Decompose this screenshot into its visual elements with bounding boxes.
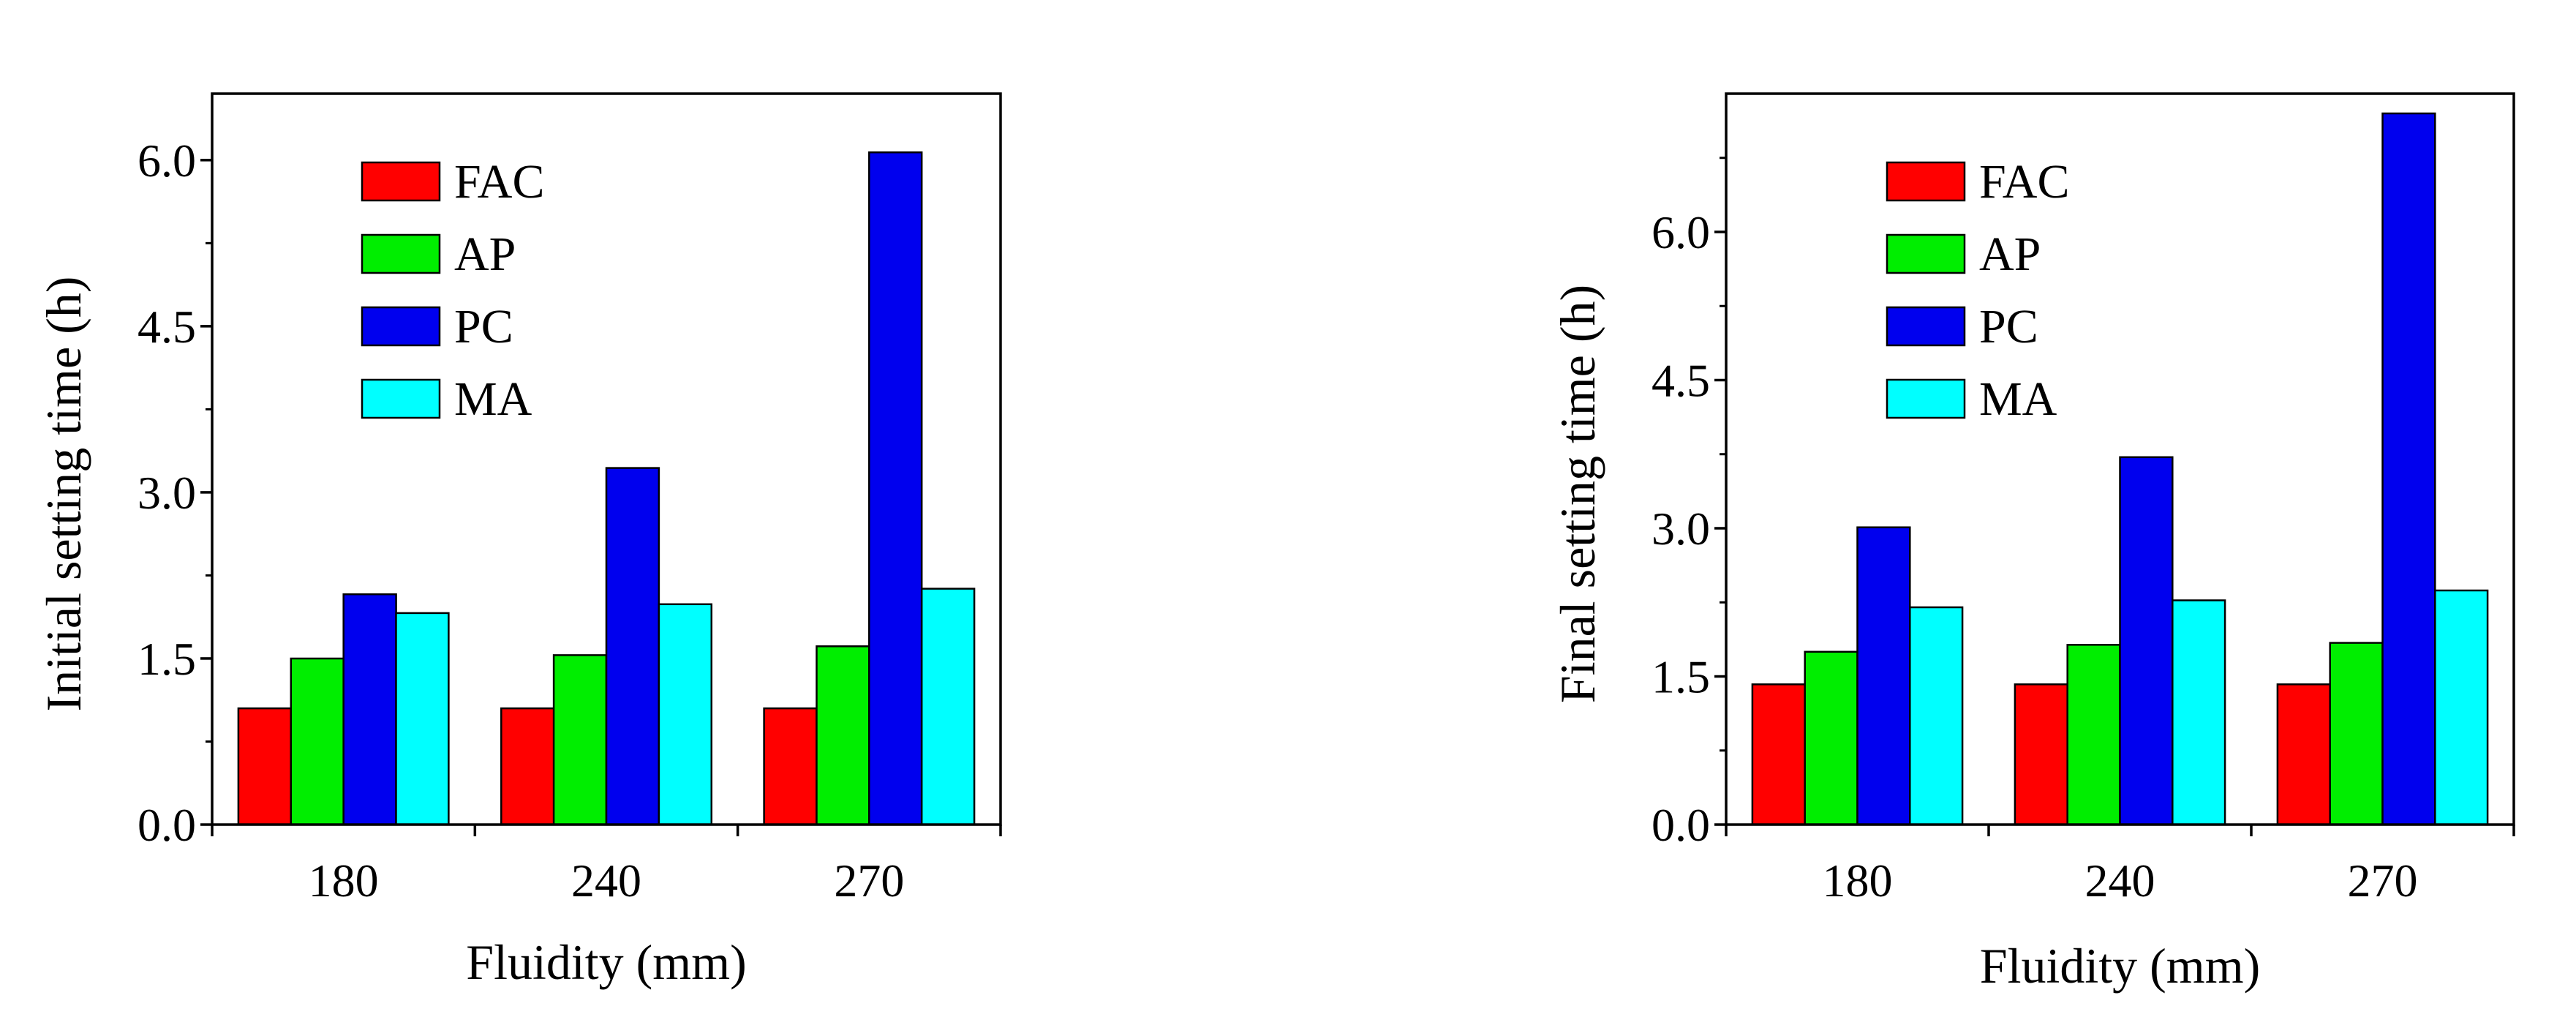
y-axis-title: Final setting time (h) <box>1550 285 1605 703</box>
legend-label-ma: MA <box>454 372 532 426</box>
x-axis-title: Fluidity (mm) <box>1980 938 2260 994</box>
y-tick-label: 0.0 <box>138 799 196 851</box>
bar-pc-240 <box>605 467 660 826</box>
bar-pc-180 <box>342 593 397 826</box>
legend-swatch-ap <box>361 233 441 274</box>
bar-fac-270 <box>763 707 818 826</box>
legend-swatch-ma <box>361 378 441 419</box>
x-tick-label: 240 <box>2085 855 2155 907</box>
bar-ap-270 <box>816 645 870 826</box>
y-tick-label: 4.5 <box>138 301 196 353</box>
legend-swatch-ma <box>1886 378 1966 419</box>
bar-ma-270 <box>920 588 976 826</box>
legend-label-pc: PC <box>454 300 513 353</box>
x-tick-label: 270 <box>834 855 904 907</box>
legend-label-fac: FAC <box>454 155 545 209</box>
legend-label-pc: PC <box>1979 300 2038 353</box>
bar-fac-270 <box>2276 683 2331 826</box>
x-tick-label: 270 <box>2348 855 2418 907</box>
y-tick-label: 6.0 <box>138 135 196 187</box>
y-tick-label: 3.0 <box>1652 503 1710 555</box>
bar-fac-240 <box>500 707 555 826</box>
chart-panel-2: 0.0 1.5 3.0 4.5 6.0 180 240 270 Fluidity (mm) Fin… <box>1550 92 2515 994</box>
x-tick-label: 180 <box>1823 855 1893 907</box>
bar-ap-180 <box>1804 650 1858 826</box>
y-tick-label: 4.5 <box>1652 355 1710 407</box>
legend-label-ap: AP <box>454 228 516 281</box>
bar-ma-270 <box>2434 589 2489 826</box>
legend-swatch-fac <box>1886 161 1966 202</box>
legend-label-fac: FAC <box>1979 155 2070 209</box>
legend-swatch-pc <box>361 306 441 347</box>
bar-pc-240 <box>2119 456 2174 826</box>
y-tick-label: 1.5 <box>138 633 196 685</box>
legend-label-ap: AP <box>1979 228 2041 281</box>
bar-fac-180 <box>1751 683 1806 826</box>
bar-ma-240 <box>658 603 713 826</box>
bar-pc-180 <box>1856 526 1911 826</box>
legend-swatch-ap <box>1886 233 1966 274</box>
y-tick-label: 6.0 <box>1652 206 1710 258</box>
bar-ap-270 <box>2329 642 2384 826</box>
y-tick-label: 1.5 <box>1652 651 1710 703</box>
bar-ap-180 <box>290 657 344 826</box>
bar-pc-270 <box>868 151 923 826</box>
plot-frame <box>211 92 1002 826</box>
y-tick-label: 3.0 <box>138 467 196 519</box>
x-tick-label: 240 <box>571 855 641 907</box>
chart-panel-1: 0.0 1.5 3.0 4.5 6.0 180 240 270 Fluidity (mm) Ini… <box>36 92 1002 990</box>
x-axis-title: Fluidity (mm) <box>466 934 746 990</box>
bar-pc-270 <box>2381 112 2436 826</box>
y-axis-title: Initial setting time (h) <box>36 277 91 712</box>
bar-ap-240 <box>552 654 608 826</box>
bar-ma-240 <box>2172 599 2226 826</box>
legend-swatch-pc <box>1886 306 1966 347</box>
y-tick-label: 0.0 <box>1652 799 1710 851</box>
bar-ma-180 <box>1909 606 1964 826</box>
legend-swatch-fac <box>361 161 441 202</box>
legend-label-ma: MA <box>1979 372 2057 426</box>
plot-frame <box>1725 92 2515 826</box>
bar-ap-240 <box>2066 644 2121 826</box>
x-tick-label: 180 <box>309 855 379 907</box>
bar-fac-240 <box>2014 683 2068 826</box>
bar-ma-180 <box>395 612 450 826</box>
bar-fac-180 <box>237 707 293 826</box>
